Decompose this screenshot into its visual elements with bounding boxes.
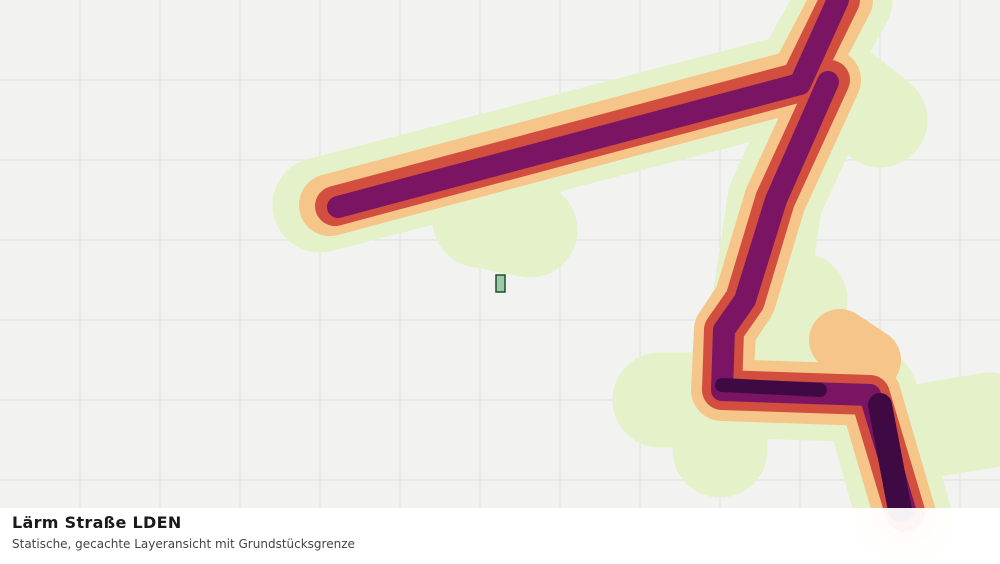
noise-band	[882, 372, 1000, 478]
legend-panel: Lärm Straße LDEN Statische, gecachte Lay…	[0, 508, 1000, 560]
noise-band	[715, 378, 827, 397]
layer-title: Lärm Straße LDEN	[12, 513, 182, 532]
noise-band	[327, 0, 849, 218]
noise-band	[809, 309, 901, 391]
noise-band-high	[327, 0, 916, 521]
noise-band	[868, 393, 912, 522]
noise-band-highest	[715, 378, 912, 522]
noise-band	[432, 172, 578, 278]
noise-band	[711, 71, 916, 521]
parcel-boundary[interactable]	[495, 274, 506, 293]
layer-subtitle: Statische, gecachte Layeransicht mit Gru…	[12, 537, 355, 551]
noise-layer	[272, 0, 1000, 564]
